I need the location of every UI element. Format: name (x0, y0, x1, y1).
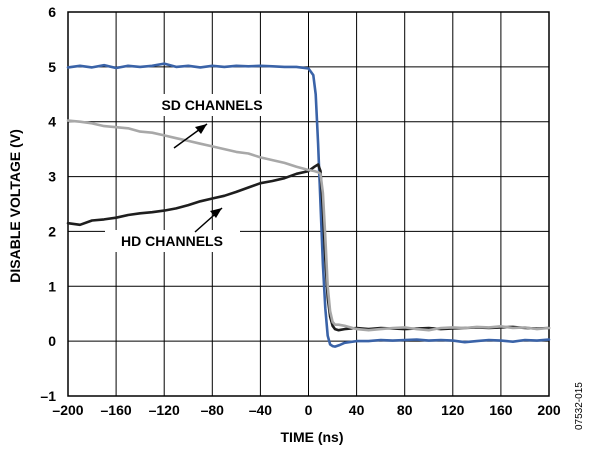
x-tick-label: 200 (537, 402, 561, 418)
y-axis-title: DISABLE VOLTAGE (V) (7, 129, 23, 282)
y-tick-labels: –1 0 1 2 3 4 5 6 (40, 4, 56, 404)
x-tick-labels: –200 –160 –120 –80 –40 0 40 80 120 160 200 (52, 402, 560, 418)
y-tick-label: –1 (40, 388, 56, 404)
x-axis-title: TIME (ns) (281, 429, 344, 445)
x-tick-label: 120 (441, 402, 465, 418)
y-tick-label: 1 (48, 278, 56, 294)
sd-label-background (143, 94, 281, 116)
x-tick-label: –40 (249, 402, 273, 418)
x-tick-label: 0 (305, 402, 313, 418)
hd-annotation-label: HD CHANNELS (121, 233, 223, 249)
x-tick-label: –80 (201, 402, 225, 418)
y-tick-label: 2 (48, 223, 56, 239)
y-tick-label: 0 (48, 333, 56, 349)
sd-annotation: SD CHANNELS (143, 94, 281, 149)
series-line-sd (66, 119, 551, 332)
hd-annotation: HD CHANNELS (105, 207, 240, 252)
x-tick-label: 160 (489, 402, 513, 418)
sd-annotation-label: SD CHANNELS (161, 97, 262, 113)
plot-frame (67, 11, 550, 397)
x-tick-label: –120 (149, 402, 180, 418)
y-tick-label: 5 (48, 59, 56, 75)
x-tick-label: 80 (397, 402, 413, 418)
x-tick-label: 40 (349, 402, 365, 418)
series-line-disable (66, 62, 551, 348)
sd-arrow-head (195, 124, 207, 134)
x-tick-label: –160 (101, 402, 132, 418)
y-tick-label: 3 (48, 169, 56, 185)
y-tick-label: 4 (48, 114, 56, 130)
figure-code: 07532-015 (574, 382, 585, 430)
hd-arrow-head (210, 208, 222, 218)
hd-label-background (105, 230, 240, 252)
y-tick-label: 6 (48, 4, 56, 20)
x-tick-label: –200 (52, 402, 83, 418)
series-layer (66, 62, 551, 348)
